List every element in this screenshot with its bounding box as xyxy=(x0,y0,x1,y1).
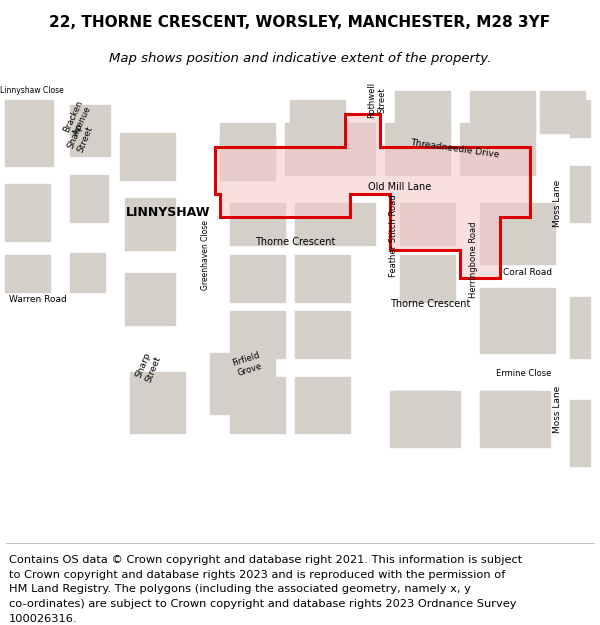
Text: Warren Road: Warren Road xyxy=(9,295,67,304)
Bar xyxy=(220,123,275,175)
Text: Old Mill Lane: Old Mill Lane xyxy=(368,182,431,192)
Bar xyxy=(125,274,175,325)
Text: Firfield
Grove: Firfield Grove xyxy=(232,351,265,378)
Bar xyxy=(395,91,450,132)
Text: Thorne Crescent: Thorne Crescent xyxy=(255,238,335,248)
Text: Contains OS data © Crown copyright and database right 2021. This information is : Contains OS data © Crown copyright and d… xyxy=(9,555,522,565)
Bar xyxy=(230,203,285,245)
Bar xyxy=(570,100,590,138)
Bar xyxy=(70,104,110,156)
Text: Greenhaven Close: Greenhaven Close xyxy=(200,220,209,289)
Bar xyxy=(5,100,53,166)
Bar xyxy=(70,253,105,292)
Text: 22, THORNE CRESCENT, WORSLEY, MANCHESTER, M28 3YF: 22, THORNE CRESCENT, WORSLEY, MANCHESTER… xyxy=(49,15,551,30)
Bar xyxy=(470,91,535,132)
Bar xyxy=(295,311,350,358)
Text: Thorne Crescent: Thorne Crescent xyxy=(390,299,470,309)
Bar xyxy=(230,311,285,358)
Bar xyxy=(5,255,50,292)
Bar xyxy=(570,400,590,466)
Text: LINNYSHAW: LINNYSHAW xyxy=(126,206,210,219)
Bar xyxy=(285,123,375,175)
Bar xyxy=(230,255,285,301)
Text: Sharp
Street: Sharp Street xyxy=(66,121,94,154)
Bar xyxy=(400,203,455,245)
Bar xyxy=(390,391,460,447)
Bar xyxy=(125,198,175,250)
Text: Linnyshaw Close: Linnyshaw Close xyxy=(0,86,64,95)
Bar xyxy=(120,132,175,179)
Bar xyxy=(210,353,275,414)
Bar xyxy=(220,132,275,179)
Bar xyxy=(570,166,590,222)
Bar xyxy=(480,203,555,264)
Text: Map shows position and indicative extent of the property.: Map shows position and indicative extent… xyxy=(109,52,491,65)
Bar xyxy=(570,297,590,358)
Text: Coral Road: Coral Road xyxy=(503,268,553,277)
Bar xyxy=(70,175,108,222)
Text: Ermine Close: Ermine Close xyxy=(496,369,551,378)
Bar xyxy=(385,123,450,175)
Text: 100026316.: 100026316. xyxy=(9,614,77,624)
Bar xyxy=(130,372,185,432)
Text: Herringbone Road: Herringbone Road xyxy=(469,221,478,298)
Text: Feather Stitch Road: Feather Stitch Road xyxy=(389,194,398,278)
Bar xyxy=(460,123,535,175)
Bar xyxy=(290,100,345,138)
Text: Rothwell
Street: Rothwell Street xyxy=(367,82,387,118)
Bar xyxy=(400,255,455,301)
Text: Moss Lane: Moss Lane xyxy=(554,179,563,227)
Bar xyxy=(295,376,350,432)
Bar xyxy=(295,255,350,301)
Bar xyxy=(230,376,285,432)
Bar xyxy=(395,391,450,432)
Bar xyxy=(395,391,450,432)
Text: Moss Lane: Moss Lane xyxy=(554,386,563,433)
Polygon shape xyxy=(215,114,530,278)
Bar xyxy=(540,91,585,132)
Bar xyxy=(480,391,535,432)
Text: Sharp
Street: Sharp Street xyxy=(134,351,162,384)
Bar xyxy=(5,184,50,241)
Text: co-ordinates) are subject to Crown copyright and database rights 2023 Ordnance S: co-ordinates) are subject to Crown copyr… xyxy=(9,599,517,609)
Bar xyxy=(480,288,555,353)
Text: HM Land Registry. The polygons (including the associated geometry, namely x, y: HM Land Registry. The polygons (includin… xyxy=(9,584,471,594)
Text: Threadneedle Drive: Threadneedle Drive xyxy=(410,138,500,159)
Text: to Crown copyright and database rights 2023 and is reproduced with the permissio: to Crown copyright and database rights 2… xyxy=(9,570,505,580)
Bar xyxy=(295,203,375,245)
Text: Bracken
Avenue: Bracken Avenue xyxy=(62,99,94,138)
Bar xyxy=(480,391,550,447)
